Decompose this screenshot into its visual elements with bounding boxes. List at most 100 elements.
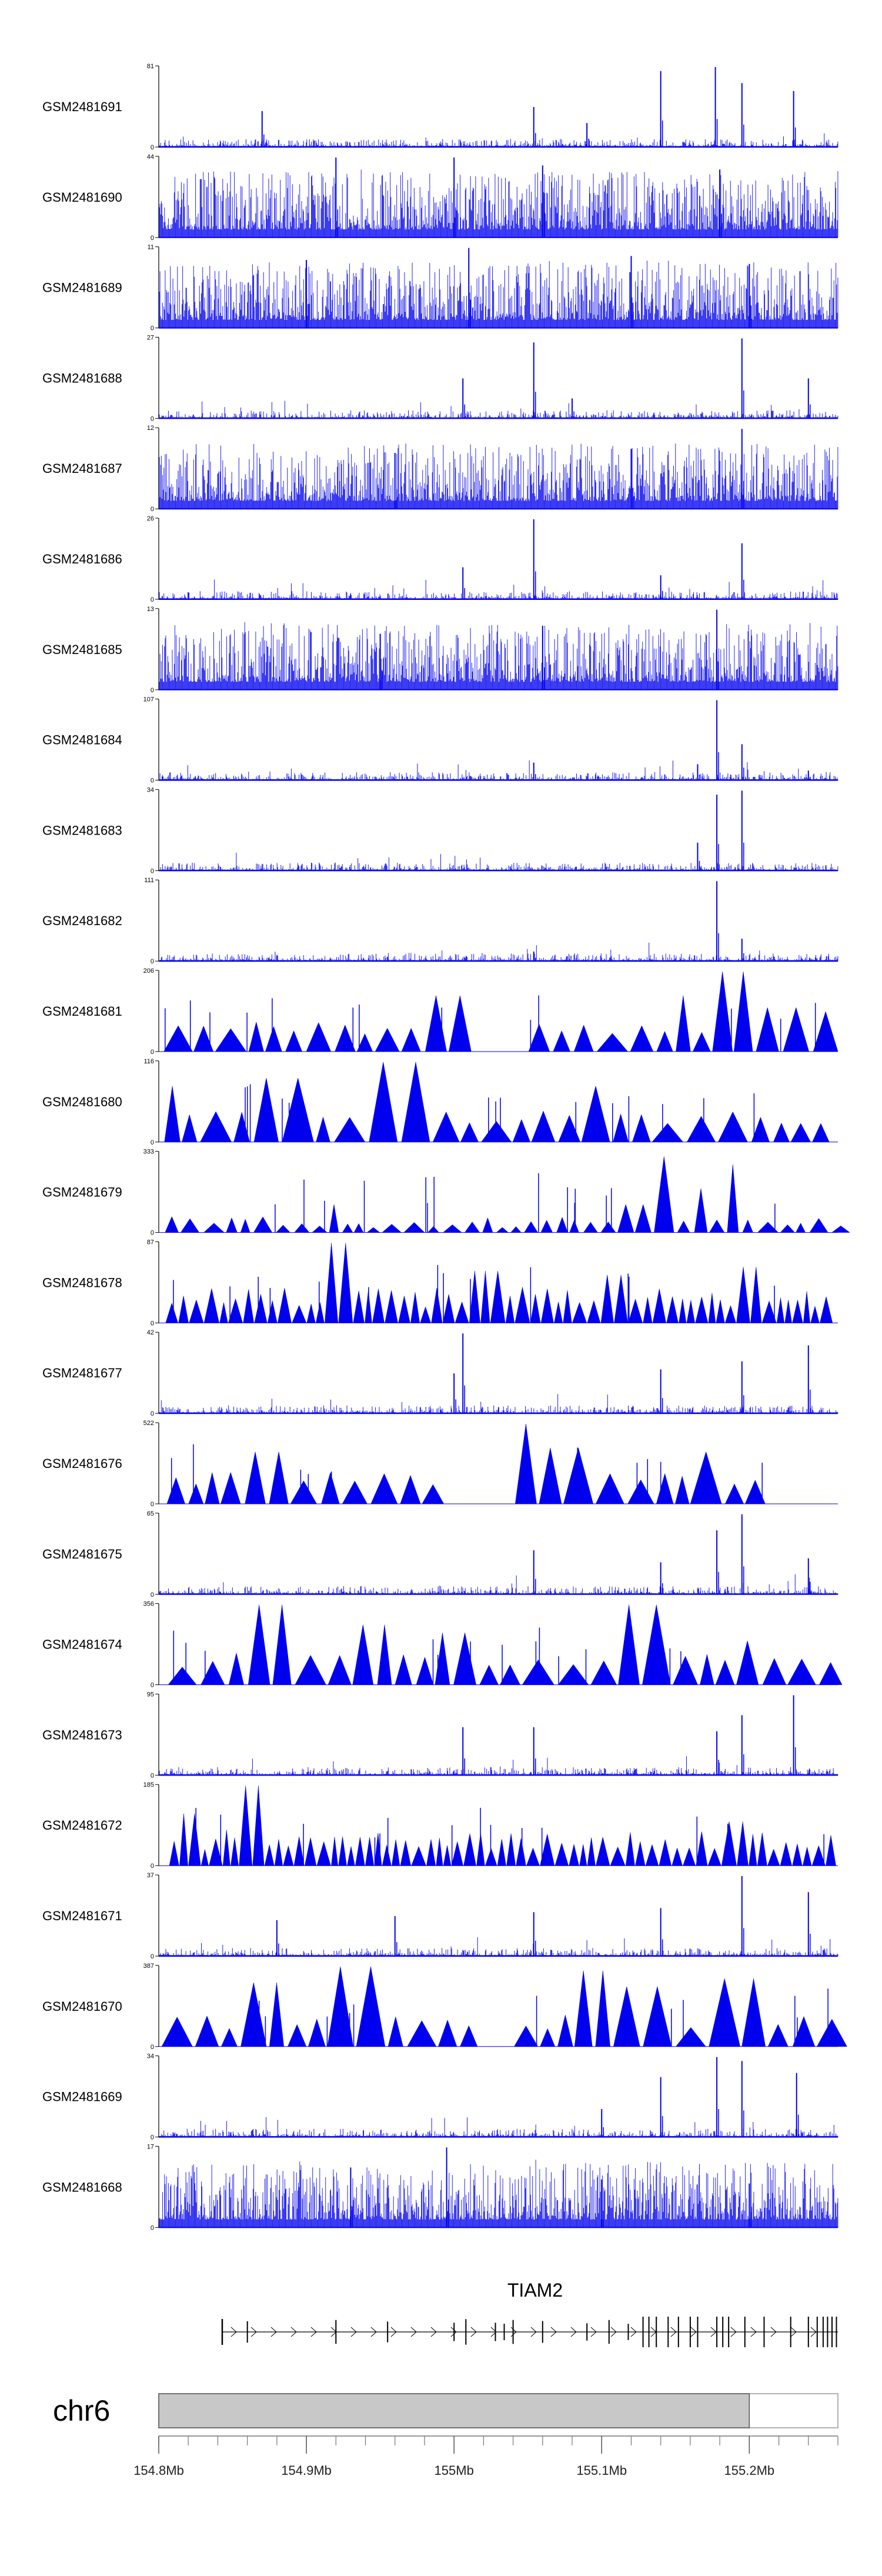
track-GSM2481687: GSM2481687 12 0 <box>42 425 838 513</box>
y-max-label: 81 <box>147 63 154 70</box>
signal-bars <box>159 2160 838 2228</box>
y-max-label: 116 <box>143 1058 154 1065</box>
signal-bars <box>159 1574 838 1594</box>
y-max-label: 206 <box>143 967 154 975</box>
signal-triangles <box>165 1156 850 1233</box>
track-label: GSM2481681 <box>42 1004 122 1019</box>
chromosome-ideogram-axis: chr6 154.8Mb 154.9Mb 155Mb 155.1Mb 155.2Mb <box>53 2393 838 2478</box>
track-GSM2481690: GSM2481690 44 0 <box>42 154 838 242</box>
y-max-label: 111 <box>144 877 154 884</box>
x-tick-label: 155Mb <box>435 2463 474 2478</box>
y-min-label: 0 <box>151 778 154 785</box>
y-max-label: 87 <box>147 1239 154 1246</box>
y-min-label: 0 <box>151 1772 154 1779</box>
x-minor-ticks <box>158 2436 838 2445</box>
y-max-label: 34 <box>147 2053 154 2060</box>
track-GSM2481683: GSM2481683 34 0 <box>42 786 838 875</box>
track-label: GSM2481680 <box>42 1095 122 1109</box>
track-GSM2481679: GSM2481679 333 0 <box>42 1149 850 1237</box>
track-GSM2481673: GSM2481673 95 0 <box>42 1691 838 1779</box>
y-min-label: 0 <box>151 1230 154 1237</box>
track-label: GSM2481678 <box>42 1275 122 1290</box>
y-min-label: 0 <box>151 2224 154 2231</box>
chromosome-label: chr6 <box>53 2394 110 2427</box>
track-GSM2481669: GSM2481669 34 0 <box>42 2053 838 2141</box>
y-min-label: 0 <box>151 325 154 332</box>
signal-bars <box>159 622 838 690</box>
track-label: GSM2481679 <box>42 1185 122 1200</box>
signal-triangles <box>168 1604 843 1685</box>
track-label: GSM2481689 <box>42 281 122 295</box>
signal-bars <box>159 443 838 509</box>
y-max-label: 356 <box>143 1601 154 1608</box>
track-label: GSM2481684 <box>42 733 122 748</box>
track-GSM2481670: GSM2481670 387 0 <box>42 1963 847 2051</box>
gene-strand-arrows <box>230 2327 817 2337</box>
y-min-label: 0 <box>151 1139 154 1146</box>
signal-spikes <box>258 1988 828 2047</box>
y-min-label: 0 <box>151 1410 154 1417</box>
signal-spikes <box>173 1264 775 1323</box>
y-min-label: 0 <box>151 506 154 513</box>
track-GSM2481684: GSM2481684 107 0 <box>42 696 838 785</box>
track-label: GSM2481676 <box>42 1456 122 1471</box>
track-label: GSM2481672 <box>42 1818 122 1833</box>
signal-triangles <box>166 1423 766 1504</box>
track-label: GSM2481674 <box>42 1637 122 1652</box>
signal-tracks: GSM2481691810GSM2481690440GSM2481689110G… <box>42 63 850 2231</box>
gene-exons <box>222 2317 837 2347</box>
track-GSM2481674: GSM2481674 356 0 <box>42 1601 843 1689</box>
track-GSM2481668: GSM2481668 17 0 <box>42 2143 838 2231</box>
track-label: GSM2481691 <box>42 99 122 114</box>
signal-spikes <box>165 995 816 1052</box>
track-label: GSM2481688 <box>42 371 122 385</box>
track-GSM2481688: GSM2481688 27 0 <box>42 334 838 422</box>
signal-spikes <box>173 1627 681 1685</box>
track-label: GSM2481671 <box>42 1908 122 1923</box>
track-GSM2481677: GSM2481677 42 0 <box>42 1329 838 1417</box>
signal-bars <box>159 1937 838 1956</box>
y-min-label: 0 <box>151 687 154 694</box>
signal-bars <box>159 2117 838 2137</box>
track-label: GSM2481670 <box>42 1999 122 2014</box>
track-label: GSM2481687 <box>42 461 122 476</box>
signal-bars <box>159 401 838 419</box>
y-min-label: 0 <box>151 1501 154 1508</box>
track-label: GSM2481683 <box>42 823 122 837</box>
y-min-label: 0 <box>151 1682 154 1689</box>
signal-triangles <box>169 1786 836 1866</box>
track-GSM2481681: GSM2481681 206 0 <box>42 967 838 1056</box>
y-min-label: 0 <box>151 867 154 875</box>
track-label: GSM2481685 <box>42 642 122 657</box>
y-max-label: 11 <box>148 244 154 251</box>
track-label: GSM2481686 <box>42 552 122 566</box>
track-label: GSM2481677 <box>42 1366 122 1380</box>
signal-bars <box>159 261 838 328</box>
signal-spikes <box>275 1173 776 1233</box>
track-label: GSM2481682 <box>42 913 122 928</box>
y-min-label: 0 <box>151 1953 154 1960</box>
signal-bars <box>159 1394 838 1414</box>
track-GSM2481671: GSM2481671 37 0 <box>42 1872 838 1960</box>
y-max-label: 44 <box>147 154 154 161</box>
y-max-label: 333 <box>143 1149 154 1156</box>
signal-bars <box>159 1756 838 1776</box>
y-max-label: 26 <box>147 515 154 522</box>
track-GSM2481682: GSM2481682 111 0 <box>42 877 838 965</box>
track-GSM2481685: GSM2481685 13 0 <box>42 606 838 694</box>
track-GSM2481672: GSM2481672 185 0 <box>42 1781 838 1870</box>
y-min-label: 0 <box>151 144 154 151</box>
ideogram-highlight <box>158 2393 750 2428</box>
track-GSM2481676: GSM2481676 522 0 <box>42 1420 838 1508</box>
x-tick-label: 155.2Mb <box>724 2463 775 2478</box>
y-max-label: 185 <box>143 1781 154 1788</box>
y-min-label: 0 <box>151 2134 154 2141</box>
signal-bars <box>159 942 838 962</box>
signal-spikes <box>245 1084 755 1142</box>
signal-bars <box>159 760 838 780</box>
signal-spikes <box>171 1444 763 1504</box>
signal-triangles <box>163 971 838 1052</box>
signal-triangles <box>165 1243 833 1323</box>
y-min-label: 0 <box>151 1863 154 1870</box>
